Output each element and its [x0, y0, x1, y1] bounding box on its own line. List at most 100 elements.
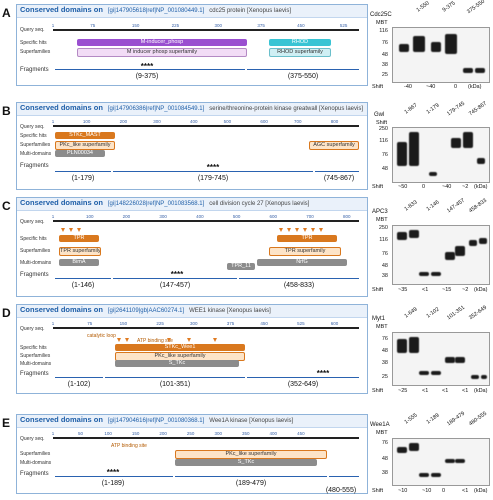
fragment-label: (375-550): [287, 73, 319, 80]
blot-band: [397, 142, 407, 166]
significance-stars: ****: [106, 468, 120, 477]
cd-title-bar: Conserved domains on [gi|147905618|ref|N…: [17, 5, 367, 18]
significance-stars: ****: [206, 163, 220, 172]
ruler-tick: 50: [78, 431, 84, 436]
blot-band: [419, 473, 429, 477]
shift-value: ~10: [398, 488, 408, 494]
cd-title-bar: Conserved domains on [gi|147906386|ref|N…: [17, 103, 367, 116]
mw-marker: 48: [381, 52, 388, 58]
annotation-atp-binding: ATP binding site: [137, 338, 173, 344]
blot-protein: Cdc25C: [370, 12, 392, 18]
ruler-tick: 300: [189, 321, 198, 326]
annotation-catalytic-loop: catalytic loop: [87, 333, 116, 339]
ruler-tick: 300: [159, 214, 167, 219]
panel-letter: A: [2, 6, 11, 20]
ruler-tick: 100: [104, 431, 112, 436]
shift-label: Shift: [372, 184, 384, 190]
blot-lane: 1-189: [425, 412, 441, 426]
blot-lane: 352-649: [468, 304, 489, 322]
ruler-tick: 200: [159, 431, 167, 436]
mw-marker: 250: [378, 225, 388, 231]
blot-band: [475, 68, 485, 73]
fragment-label: (1-189): [101, 480, 125, 487]
query-ruler: 1 75 150 225 300 375 450 525 600: [52, 321, 359, 335]
blot-mbt-label: MBT: [376, 20, 388, 26]
western-blot-b: Gwl 1-867 1-179 179-745 745-867 Shift 25…: [370, 100, 490, 192]
blot-lane: 458-833: [468, 197, 489, 215]
row-label-specific: Specific hits: [20, 40, 47, 46]
domain-pkc-like-superfamily: PKc_like superfamily: [175, 450, 327, 459]
shift-value: ~25: [398, 388, 408, 394]
domain-tpr: TPR: [59, 235, 99, 242]
feature-marker-icon: [69, 228, 73, 232]
row-label-super: Superfamilies: [20, 142, 51, 148]
western-blot-a: Cdc25C 1-550 9-375 375-550 MBT 116 76 48…: [370, 0, 490, 94]
shift-unit: (kDa): [474, 488, 488, 494]
mw-marker: 250: [378, 126, 388, 132]
domain-pkc-like-superfamily: PKc_like superfamily: [55, 141, 115, 150]
conserved-domains-box: Conserved domains on [gi|147904616|ref|N…: [16, 414, 368, 494]
blot-mbt-label: MBT: [376, 430, 388, 436]
blot-mbt-label: Shift: [376, 120, 388, 126]
domain-tpr: TPR: [277, 235, 337, 242]
shift-label: Shift: [372, 388, 384, 394]
shift-value: 0: [442, 488, 446, 494]
cd-title: Conserved domains on: [20, 5, 103, 14]
blot-image: [392, 438, 490, 486]
domain-stkc-wee1: STKc_Wee1: [115, 344, 245, 351]
western-blot-d: Myt1 1-649 1-102 101-351 352-649 MBT 76 …: [370, 302, 490, 398]
fragments-label: Fragments: [20, 163, 49, 169]
cd-title: Conserved domains on: [20, 198, 103, 207]
mw-marker: 116: [379, 237, 388, 243]
blot-band: [431, 371, 441, 375]
fragment-line: [247, 69, 359, 70]
blot-image: [392, 127, 490, 183]
domain-nrfg: NrfG: [257, 259, 347, 266]
domain-rhod-superfamily: RHOD superfamily: [269, 48, 331, 57]
annotation-atp-binding: ATP binding site: [111, 443, 147, 449]
ruler-tick: 800: [330, 119, 339, 124]
mw-marker: 48: [381, 263, 388, 269]
blot-band: [409, 230, 419, 238]
fragment-line: [55, 69, 245, 70]
shift-value: -40: [404, 84, 412, 90]
mw-marker: 76: [381, 440, 388, 446]
blot-band: [445, 459, 455, 463]
domain-pln00034: PLN00034: [55, 150, 105, 157]
domain-bima: BimA: [59, 259, 99, 266]
fragment-label: (480-555): [325, 487, 357, 494]
blot-band: [463, 132, 473, 148]
ruler-tick: 250: [186, 431, 195, 436]
blot-lane: 1-867: [403, 102, 419, 116]
blot-lane: 1-555: [403, 412, 419, 426]
blot-lane: 101-351: [446, 304, 467, 322]
blot-band: [477, 158, 485, 164]
blot-band: [471, 375, 479, 379]
blot-lane: 1-550: [415, 0, 431, 14]
feature-marker-icon: [187, 338, 191, 342]
shift-value: <1: [422, 287, 429, 293]
ruler-tick: 1: [51, 119, 55, 124]
fragments-label: Fragments: [20, 371, 49, 377]
blot-band: [409, 443, 419, 451]
blot-band: [397, 339, 407, 353]
blot-band: [413, 36, 425, 52]
shift-value: ~40: [442, 184, 452, 190]
blot-lane: 375-550: [466, 0, 487, 16]
cd-title-desc: serine/threonine-protein kinase greatwal…: [209, 106, 364, 112]
blot-lane: 147-457: [446, 197, 467, 215]
blot-image: [392, 225, 490, 285]
domain-tpr-11: TPR_11: [227, 263, 255, 270]
shift-value: 0: [422, 184, 426, 190]
fragments-label: Fragments: [20, 67, 49, 73]
ruler-tick: 600: [269, 214, 278, 219]
shift-value: ~2: [462, 287, 469, 293]
fragment-label: (1-102): [67, 381, 91, 388]
ruler-tick: 500: [223, 119, 232, 124]
feature-marker-icon: [61, 228, 65, 232]
ruler-tick: 100: [82, 119, 91, 124]
blot-protein: Wee1A: [370, 422, 390, 428]
shift-value: <1: [462, 488, 469, 494]
mw-marker: 76: [381, 336, 388, 342]
row-label-specific: Specific hits: [20, 345, 47, 351]
